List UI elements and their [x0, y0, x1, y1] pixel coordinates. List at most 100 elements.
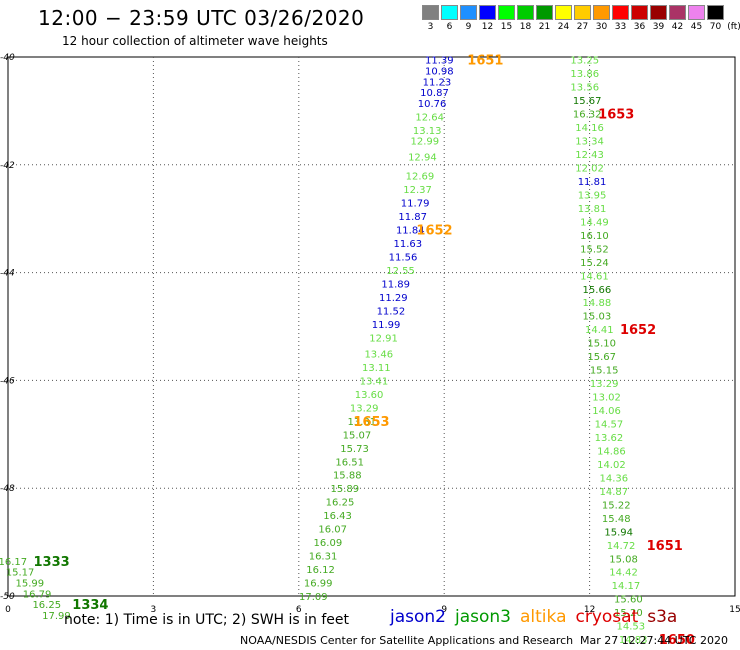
wave-height-value: 14.42	[609, 568, 638, 579]
wave-height-value: 11.84	[396, 225, 425, 236]
wave-height-value: 14.16	[575, 123, 604, 134]
wave-height-value: 10.87	[420, 88, 449, 99]
satellite-legend-jason3: jason3	[455, 607, 511, 627]
scale-swatch-18	[517, 5, 534, 20]
wave-height-value: 14.72	[607, 541, 636, 552]
wave-height-value: 16.25	[326, 498, 355, 509]
satellite-pass-label: 1650	[659, 633, 695, 648]
y-tick-label: -44	[0, 269, 15, 279]
wave-height-value: 15.15	[590, 366, 619, 377]
wave-height-value: 14.86	[597, 446, 626, 457]
wave-height-value: 10.76	[418, 99, 447, 110]
wave-height-value: 12.02	[575, 163, 604, 174]
wave-height-value: 14.57	[595, 420, 624, 431]
wave-height-value: 15.66	[583, 285, 612, 296]
chart-title: 12:00 − 23:59 UTC 03/26/2020	[38, 6, 365, 30]
wave-height-value: 15.88	[333, 471, 362, 482]
scale-swatch-27	[574, 5, 591, 20]
wave-height-value: 13.62	[595, 433, 624, 444]
wave-height-value: 13.25	[570, 56, 599, 67]
scale-swatch-70	[707, 5, 724, 20]
wave-height-value: 13.46	[364, 349, 393, 360]
satellite-pass-label: 1334	[72, 598, 108, 613]
footer-credit: NOAA/NESDIS Center for Satellite Applica…	[240, 634, 574, 647]
scale-swatch-39	[650, 5, 667, 20]
wave-height-value: 17.09	[299, 592, 328, 603]
wave-height-value: 14.36	[600, 473, 629, 484]
x-tick-label: 12	[584, 605, 595, 615]
satellite-pass-label: 1653	[353, 415, 389, 430]
satellite-legend: jason2 jason3 altika cryosat s3a	[390, 607, 686, 627]
scale-label-12: 12	[481, 22, 494, 32]
y-tick-label: -48	[0, 484, 15, 494]
wave-height-value: 11.63	[394, 239, 423, 250]
wave-height-value: 16.99	[304, 579, 333, 590]
wave-height-value: 13.86	[570, 69, 599, 80]
satellite-legend-jason2: jason2	[390, 607, 446, 627]
x-tick-label: 6	[296, 605, 302, 615]
wave-height-value: 12.43	[575, 150, 604, 161]
scale-swatch-30	[593, 5, 610, 20]
scale-swatch-15	[498, 5, 515, 20]
wave-height-value: 12.91	[369, 333, 398, 344]
wave-height-value: 14.06	[592, 406, 621, 417]
wave-height-value: 14.41	[585, 325, 614, 336]
wave-height-value: 13.29	[350, 403, 379, 414]
wave-height-value: 15.22	[602, 500, 631, 511]
scale-swatch-42	[669, 5, 686, 20]
scale-label-18: 18	[519, 22, 532, 32]
scale-label-27: 27	[576, 22, 589, 32]
wave-height-value: 15.60	[614, 595, 643, 606]
wave-height-value: 13.60	[355, 390, 384, 401]
wave-height-value: 11.89	[381, 279, 410, 290]
wave-height-value: 14.87	[600, 487, 629, 498]
wave-height-value: 16.10	[580, 231, 609, 242]
wave-height-value: 11.56	[389, 252, 418, 263]
scale-label-33: 33	[614, 22, 627, 32]
satellite-pass-label: 1651	[647, 539, 683, 554]
wave-height-value: 15.52	[580, 244, 609, 255]
chart-subtitle: 12 hour collection of altimeter wave hei…	[62, 34, 328, 48]
scale-label-21: 21	[538, 22, 551, 32]
wave-height-value: 16.09	[314, 538, 343, 549]
wave-height-value: 14.02	[597, 460, 626, 471]
wave-height-value: 14.17	[612, 581, 641, 592]
y-tick-label: -42	[0, 161, 15, 171]
wave-height-value: 13.02	[592, 393, 621, 404]
wave-height-value: 14.53	[616, 622, 645, 633]
x-tick-label: 15	[729, 605, 740, 615]
wave-height-value: 11.39	[425, 56, 454, 67]
wave-height-value: 11.87	[398, 212, 427, 223]
scale-swatch-9	[460, 5, 477, 20]
satellite-legend-cryosat: cryosat	[575, 607, 639, 627]
satellite-pass-label: 1653	[598, 108, 634, 123]
wave-height-value: 16.12	[306, 565, 335, 576]
wave-height-value: 12.69	[406, 172, 435, 183]
plot-frame	[7, 56, 736, 597]
wave-height-value: 15.07	[343, 430, 372, 441]
wave-height-value: 15.17	[6, 568, 35, 579]
scale-swatch-33	[612, 5, 629, 20]
wave-height-value: 11.81	[578, 177, 607, 188]
chart-note: note: 1) Time is in UTC; 2) SWH is in fe…	[64, 612, 350, 628]
wave-height-value: 16.32	[573, 110, 602, 121]
satellite-pass-label: 1652	[620, 323, 656, 338]
scale-label-9: 9	[465, 22, 472, 32]
wave-height-value: 13.34	[575, 137, 604, 148]
wave-height-value: 13.56	[570, 83, 599, 94]
wave-height-value: 13.95	[578, 190, 607, 201]
wave-height-value: 15.24	[580, 258, 609, 269]
wave-height-value: 13.11	[362, 363, 391, 374]
wave-height-value: 17.99	[42, 611, 71, 622]
wave-height-value: 11.79	[401, 199, 430, 210]
satellite-legend-s3a: s3a	[647, 607, 678, 627]
y-tick-label: -46	[0, 376, 15, 386]
wave-height-value: 11.29	[379, 293, 408, 304]
wave-height-value: 16.79	[23, 589, 52, 600]
wave-height-value: 15.08	[609, 554, 638, 565]
satellite-pass-label: 1651	[467, 54, 503, 69]
wave-height-value: 13.29	[590, 379, 619, 390]
wave-height-value: 12.94	[408, 153, 437, 164]
wave-height-value: 16.51	[335, 457, 364, 468]
wave-height-value: 15.48	[602, 514, 631, 525]
